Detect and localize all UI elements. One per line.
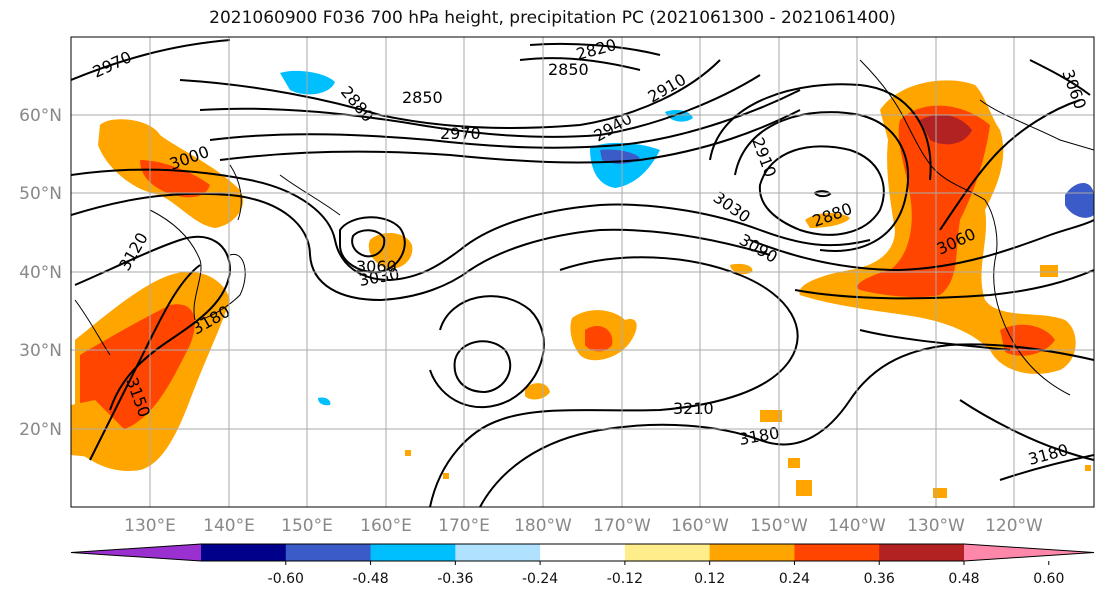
colorbar-segment bbox=[624, 544, 711, 561]
colorbar-tick-label: 0.60 bbox=[1033, 571, 1064, 587]
colorbar-tick-label: 0.48 bbox=[948, 571, 979, 587]
lat-label: 30°N bbox=[19, 341, 62, 361]
lat-label: 40°N bbox=[19, 263, 62, 283]
colorbar-tick-label: 0.12 bbox=[694, 571, 725, 587]
colorbar-tick-label: 0.24 bbox=[779, 571, 810, 587]
colorbar-tick-label: -0.48 bbox=[352, 571, 388, 587]
longitude-labels: 130°E 140°E 150°E 160°E 170°E 180°W 170°… bbox=[124, 516, 1043, 536]
contour-label: 2970 bbox=[440, 124, 481, 143]
height-contours bbox=[71, 39, 1094, 507]
lat-label: 50°N bbox=[19, 184, 62, 204]
lon-label: 160°E bbox=[360, 516, 412, 536]
lon-label: 180°W bbox=[514, 516, 572, 536]
lon-label: 150°W bbox=[750, 516, 808, 536]
lon-label: 130°E bbox=[124, 516, 176, 536]
precipitation-shading bbox=[71, 70, 1094, 498]
latitude-labels: 60°N 50°N 40°N 30°N 20°N bbox=[19, 106, 62, 440]
gridlines bbox=[71, 37, 1094, 507]
colorbar-segment bbox=[201, 544, 287, 561]
colorbar-tick-label: -0.12 bbox=[607, 571, 643, 587]
colorbar-ticks: -0.60 -0.48 -0.36 -0.24 -0.12 0.12 0.24 0.36 0.4… bbox=[268, 561, 1064, 587]
plot-frame bbox=[70, 36, 1095, 508]
lon-label: 120°W bbox=[985, 516, 1043, 536]
lon-label: 130°W bbox=[907, 516, 965, 536]
lon-label: 150°E bbox=[281, 516, 333, 536]
colorbar-outline bbox=[70, 543, 1095, 562]
contour-label: 3210 bbox=[673, 399, 714, 418]
colorbar-tick-label: -0.60 bbox=[268, 571, 304, 587]
colorbar-segment bbox=[370, 544, 456, 561]
lon-label: 170°E bbox=[438, 516, 490, 536]
colorbar: -0.60 -0.48 -0.36 -0.24 -0.12 0.12 0.24 0.36 0.4… bbox=[70, 543, 1095, 587]
lon-label: 170°W bbox=[593, 516, 651, 536]
colorbar-tick-label: 0.36 bbox=[864, 571, 895, 587]
colorbar-segment bbox=[540, 544, 626, 561]
lon-label: 140°W bbox=[828, 516, 886, 536]
colorbar-segment bbox=[709, 544, 795, 561]
colorbar-segment bbox=[71, 544, 201, 561]
lon-label: 140°E bbox=[203, 516, 255, 536]
contour-label: 2850 bbox=[402, 88, 443, 107]
colorbar-segment bbox=[455, 544, 541, 561]
colorbar-tick-label: -0.24 bbox=[522, 571, 558, 587]
colorbar-tick-label: -0.36 bbox=[437, 571, 473, 587]
lon-label: 160°W bbox=[671, 516, 729, 536]
contour-label: 2850 bbox=[548, 60, 589, 79]
colorbar-segment bbox=[794, 544, 880, 561]
coastlines bbox=[74, 59, 1094, 396]
colorbar-segment bbox=[964, 544, 1094, 561]
contour-label: 3060 bbox=[356, 257, 397, 276]
colorbar-segment bbox=[285, 544, 372, 561]
lat-label: 60°N bbox=[19, 106, 62, 126]
lat-label: 20°N bbox=[19, 420, 62, 440]
colorbar-segment bbox=[879, 544, 965, 561]
map-title: 2021060900 F036 700 hPa height, precipit… bbox=[209, 8, 896, 28]
colorbar-segments bbox=[70, 543, 1095, 562]
